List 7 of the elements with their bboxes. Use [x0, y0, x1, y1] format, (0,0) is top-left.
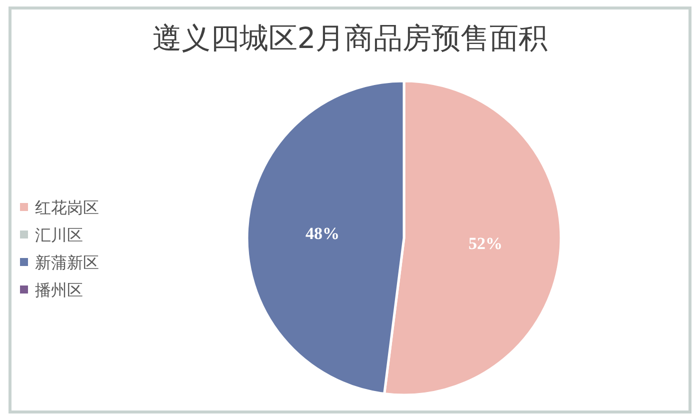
legend-label: 播州区 [35, 280, 83, 300]
legend-label: 汇川区 [35, 226, 83, 244]
chart-title: 遵义四城区2月商品房预售面积 [152, 21, 548, 55]
data-label: 52% [468, 234, 502, 254]
data-label: 48% [306, 224, 340, 243]
legend-label: 红花岗区 [35, 198, 99, 217]
legend-label: 新蒲新区 [35, 253, 99, 272]
